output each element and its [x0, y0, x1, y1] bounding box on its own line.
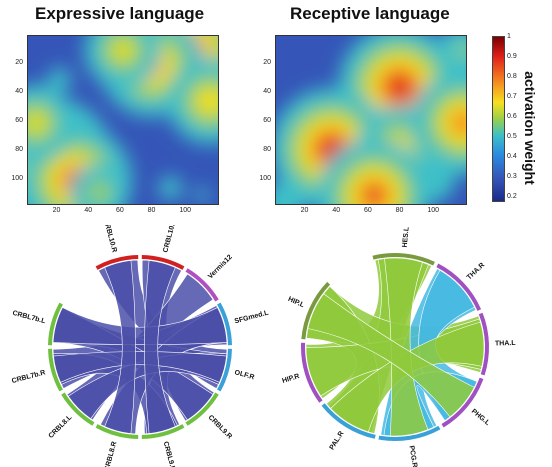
chord-ribbon: [144, 260, 176, 434]
y-tick-label: 60: [263, 116, 271, 124]
y-tick-label: 40: [15, 87, 23, 95]
chord-node-arc: [141, 424, 185, 439]
x-tick-label: 20: [52, 207, 61, 214]
chord-node-arc: [141, 255, 185, 270]
heatmap-hotspot: [387, 74, 412, 99]
chord-node-label: PHG.L: [470, 408, 492, 427]
heatmap-hotspot: [28, 113, 45, 132]
chord-node-arc: [301, 281, 331, 340]
chord-node-label: OLF.R: [234, 369, 255, 381]
expressive-heatmap: [27, 35, 219, 205]
receptive-heatmap: [275, 35, 467, 205]
colorbar-tick: 0.7: [507, 93, 517, 100]
chord-node-arc: [478, 312, 489, 376]
chord-node-arc: [95, 255, 139, 270]
chord-node-arc: [436, 263, 482, 311]
chord-ribbon: [53, 351, 227, 383]
y-tick-label: 80: [15, 145, 23, 153]
chord-node-label: HIP.L: [287, 296, 306, 310]
y-tick-label: 20: [263, 58, 271, 66]
heatmap-hotspot: [114, 41, 132, 60]
y-tick-label: 100: [11, 174, 23, 182]
chord-node-label: CRBL10.R: [102, 225, 118, 253]
chord-node-arc: [185, 268, 219, 302]
chord-node-label: CRBL9.R: [207, 414, 233, 440]
colorbar-tick: 0.4: [507, 153, 517, 160]
colorbar-tick: 0.3: [507, 173, 517, 180]
y-tick-label: 60: [15, 116, 23, 124]
chord-node-arc: [441, 377, 484, 428]
receptive-title: Receptive language: [290, 4, 450, 23]
chord-node-label: CRBL8.L: [48, 414, 74, 440]
expressive-chord-diagram: CRBL10.R CRBL10.LVermis12SFGmed.LOLF.RCRB…: [11, 225, 270, 467]
expressive-title: Expressive language: [35, 4, 205, 23]
chord-node-label: CRBL10.L: [162, 225, 178, 253]
colorbar-tick: 0.5: [507, 133, 517, 140]
receptive-chord-diagram: HES.L THA.R THA.L PHG.L PCG.R PAL.R HIP.R HIP.L: [281, 226, 517, 467]
chord-node-arc: [48, 348, 63, 392]
colorbar: [492, 36, 505, 202]
colorbar-label: activation weight: [522, 71, 538, 185]
chord-node-label: CRBL7b.L: [12, 310, 47, 326]
chord-node-label: PAL.R: [329, 430, 346, 451]
x-tick-label: 100: [427, 207, 440, 214]
chord-node-arc: [372, 253, 435, 266]
chord-node-label: Vermis12: [207, 254, 234, 281]
heatmap-hotspot: [451, 111, 466, 135]
heatmap-hotspot: [194, 188, 210, 203]
chord-node-arc: [185, 392, 219, 426]
heatmap-hotspot: [87, 180, 111, 204]
chord-node-label: HES.L: [402, 226, 411, 248]
x-tick-label: 60: [116, 207, 124, 214]
x-tick-label: 100: [179, 207, 192, 214]
chord-node-label: CRBL9.L: [162, 441, 177, 467]
chord-node-label: PCG.R: [407, 445, 418, 467]
x-tick-label: 20: [300, 207, 309, 214]
chord-node-label: HIP.R: [281, 373, 300, 385]
chord-node-arc: [217, 302, 232, 346]
chord-node-label: CRBL8.R: [104, 441, 119, 467]
colorbar-tick: 0.2: [507, 193, 517, 200]
colorbar-tick: 0.8: [507, 73, 517, 80]
x-tick-label: 60: [364, 207, 372, 214]
chord-node-label: THA.L: [495, 340, 517, 348]
colorbar-tick: 1: [507, 33, 511, 40]
colorbar-tick: 0.6: [507, 113, 517, 120]
y-tick-label: 80: [263, 145, 271, 153]
chord-ribbon: [307, 293, 475, 418]
x-tick-label: 40: [332, 207, 341, 214]
y-tick-label: 20: [15, 58, 23, 66]
chord-node-arc: [321, 403, 376, 439]
chord-node-arc: [61, 392, 95, 426]
y-tick-label: 100: [259, 174, 271, 182]
heatmap-hotspot: [366, 188, 382, 203]
chord-node-arc: [48, 302, 63, 346]
x-tick-label: 40: [84, 207, 93, 214]
x-tick-label: 80: [147, 207, 156, 214]
chord-node-arc: [95, 424, 139, 439]
chord-node-arc: [217, 348, 232, 392]
heatmap-hotspot: [158, 176, 183, 200]
chord-node-arc: [301, 342, 323, 403]
heatmap-hotspot: [455, 43, 466, 58]
chord-node-label: THA.R: [466, 262, 486, 282]
colorbar-tick: 0.9: [507, 53, 517, 60]
heatmap-hotspot: [196, 87, 218, 115]
heatmap-hotspot: [276, 190, 296, 204]
x-tick-label: 80: [395, 207, 404, 214]
y-tick-label: 40: [263, 87, 271, 95]
heatmap-hotspot: [47, 67, 72, 92]
chord-node-label: CRBL7b.R: [11, 369, 46, 385]
heatmap-hotspot: [422, 169, 447, 193]
chord-node-arc: [378, 425, 441, 441]
chord-ribbon: [104, 260, 136, 434]
